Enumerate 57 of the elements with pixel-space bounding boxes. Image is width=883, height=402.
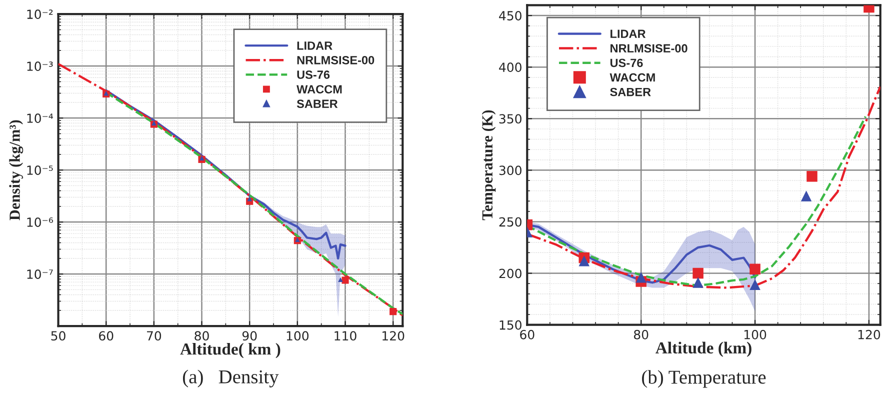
- y-tick-label: 10⁻³: [27, 62, 53, 71]
- y-tick-label: 300: [499, 166, 522, 176]
- y-tick-label: 150: [500, 320, 522, 330]
- x-tick-label: 100: [286, 331, 309, 341]
- y-tick-label: 400: [499, 62, 522, 72]
- x-tick-label: 50: [51, 331, 66, 341]
- y-tick-label: 10⁻⁴: [27, 114, 54, 123]
- x-tick-label: 120: [382, 331, 404, 341]
- legend-label: WACCM: [610, 73, 655, 82]
- legend-label: LIDAR: [297, 42, 332, 50]
- legend-label: US-76: [610, 58, 643, 68]
- y-tick-label: 10⁻²: [27, 10, 53, 19]
- line-series: [58, 62, 403, 317]
- legend-label: NRLMSISE-00: [610, 44, 688, 53]
- text: (b) Temperature: [642, 370, 766, 388]
- x-tick-label: 80: [194, 331, 209, 341]
- point: [750, 279, 760, 290]
- x-tick-label: 100: [744, 330, 766, 340]
- text: (a) Density: [182, 370, 279, 388]
- point: [342, 276, 349, 284]
- x-tick-label: 90: [242, 331, 257, 341]
- x-tick-label: 120: [858, 330, 880, 340]
- y-tick-label: 350: [499, 114, 522, 124]
- point: [806, 170, 818, 182]
- point: [295, 237, 300, 242]
- y-tick-label: 250: [499, 217, 522, 227]
- x-tick-label: 70: [147, 331, 162, 341]
- point: [152, 120, 156, 126]
- legend-label: LIDAR: [610, 30, 646, 38]
- legend-label: NRLMSISE-00: [297, 56, 374, 64]
- y-tick-label: 10⁻⁵: [27, 166, 53, 175]
- x-axis-title: Altitude( km ): [180, 342, 280, 358]
- x-tick-label: 60: [99, 331, 114, 341]
- y-tick-label: 10⁻⁷: [27, 270, 53, 279]
- legend-label: SABER: [610, 88, 651, 96]
- x-tick-label: 110: [334, 331, 356, 341]
- y-tick-label: 200: [499, 268, 522, 278]
- point: [199, 156, 204, 160]
- legend-label: US-76: [297, 70, 330, 79]
- y-axis-title: Density (kg/m³): [9, 120, 24, 220]
- legend-label: WACCM: [296, 85, 342, 94]
- x-axis-title: Altitude (km): [656, 342, 752, 357]
- point: [338, 277, 343, 282]
- point: [750, 264, 760, 275]
- point: [247, 196, 252, 202]
- y-tick-label: 450: [499, 11, 522, 20]
- x-tick-label: 80: [634, 330, 648, 340]
- point: [636, 272, 646, 283]
- point: [390, 308, 397, 316]
- point: [692, 268, 704, 279]
- point: [692, 277, 704, 288]
- x-tick-label: 60: [520, 330, 534, 340]
- y-tick-label: 10⁻⁶: [27, 218, 54, 227]
- point: [800, 190, 812, 202]
- legend-label: SABER: [296, 100, 338, 108]
- point: [578, 256, 590, 266]
- y-axis-title: Temperature (K): [482, 110, 496, 220]
